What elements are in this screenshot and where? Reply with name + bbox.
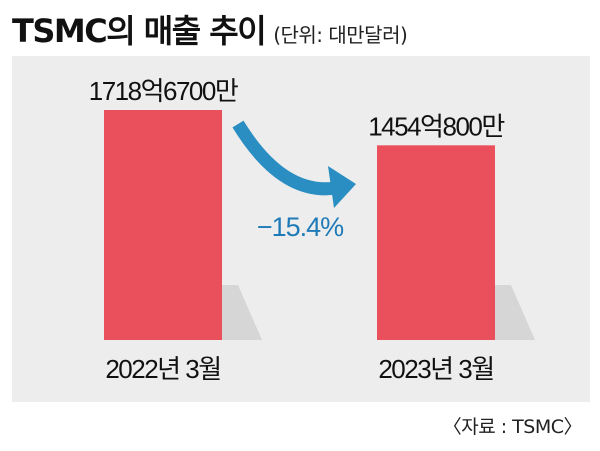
trend-arrow bbox=[232, 120, 337, 196]
chart-title: TSMC의 매출 추이 bbox=[12, 12, 267, 50]
unit-label: (단위: 대만달러) bbox=[273, 23, 408, 47]
category-label-1: 2022년 3월 bbox=[105, 354, 220, 384]
change-label: −15.4% bbox=[257, 212, 344, 242]
category-label-2: 2023년 3월 bbox=[378, 354, 493, 384]
chart-header: TSMC의 매출 추이 (단위: 대만달러) bbox=[12, 6, 408, 52]
bar-shadow bbox=[222, 285, 262, 340]
bar-shadow bbox=[495, 285, 535, 340]
value-label-2: 1454억800만 bbox=[368, 111, 504, 141]
bar-2 bbox=[377, 145, 495, 340]
value-label-1: 1718억6700만 bbox=[89, 76, 238, 106]
bar-1 bbox=[104, 110, 222, 340]
source-note: 〈자료 : TSMC〉 bbox=[442, 416, 583, 438]
trend-arrow-head bbox=[328, 166, 356, 208]
